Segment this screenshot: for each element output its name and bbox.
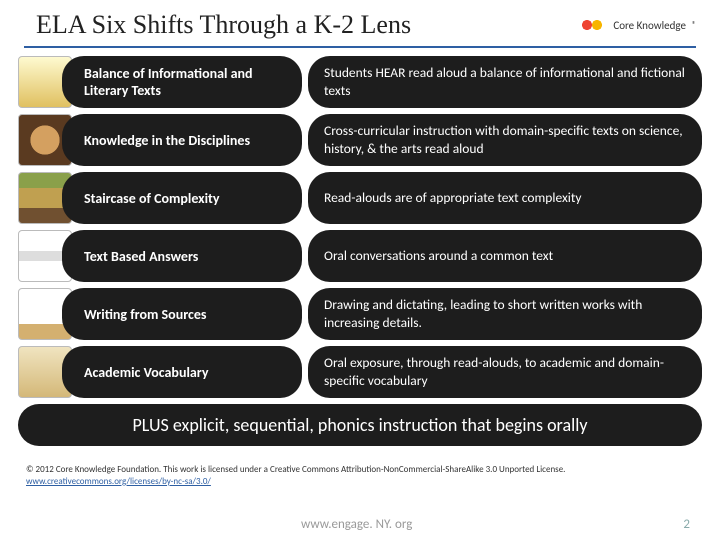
shift-label: Academic Vocabulary: [62, 346, 302, 398]
license-link[interactable]: www.creativecommons.org/licenses/by-nc-s…: [26, 476, 211, 487]
shift-row: Staircase of Complexity Read-alouds are …: [18, 172, 702, 224]
license-text: © 2012 Core Knowledge Foundation. This w…: [0, 452, 720, 487]
title-rule: [24, 46, 696, 48]
shift-label: Text Based Answers: [62, 230, 302, 282]
shift-desc: Read-alouds are of appropriate text comp…: [308, 172, 702, 224]
footer: www.engage. NY. org 2: [0, 517, 720, 532]
shift-label: Balance of Informational and Literary Te…: [62, 56, 302, 108]
shift-row: Knowledge in the Disciplines Cross-curri…: [18, 114, 702, 166]
license-copy: © 2012 Core Knowledge Foundation. This w…: [26, 464, 565, 475]
shift-desc: Oral conversations around a common text: [308, 230, 702, 282]
shift-label: Knowledge in the Disciplines: [62, 114, 302, 166]
shift-desc: Students HEAR read aloud a balance of in…: [308, 56, 702, 108]
shift-row: Academic Vocabulary Oral exposure, throu…: [18, 346, 702, 398]
shift-rows: Balance of Informational and Literary Te…: [0, 56, 720, 398]
page-title: ELA Six Shifts Through a K-2 Lens: [36, 10, 411, 40]
shift-label: Writing from Sources: [62, 288, 302, 340]
shift-row: Balance of Informational and Literary Te…: [18, 56, 702, 108]
header: ELA Six Shifts Through a K-2 Lens Core K…: [0, 0, 720, 44]
shift-label: Staircase of Complexity: [62, 172, 302, 224]
shift-row: Text Based Answers Oral conversations ar…: [18, 230, 702, 282]
footer-url: www.engage. NY. org: [30, 517, 683, 532]
logo: Core Knowledge®: [579, 15, 696, 35]
shift-desc: Drawing and dictating, leading to short …: [308, 288, 702, 340]
logo-text: Core Knowledge: [613, 19, 686, 32]
logo-icon: [579, 15, 607, 35]
page-number: 2: [683, 517, 690, 532]
shift-desc: Oral exposure, through read-alouds, to a…: [308, 346, 702, 398]
plus-line: PLUS explicit, sequential, phonics instr…: [18, 404, 702, 446]
shift-row: Writing from Sources Drawing and dictati…: [18, 288, 702, 340]
shift-desc: Cross-curricular instruction with domain…: [308, 114, 702, 166]
